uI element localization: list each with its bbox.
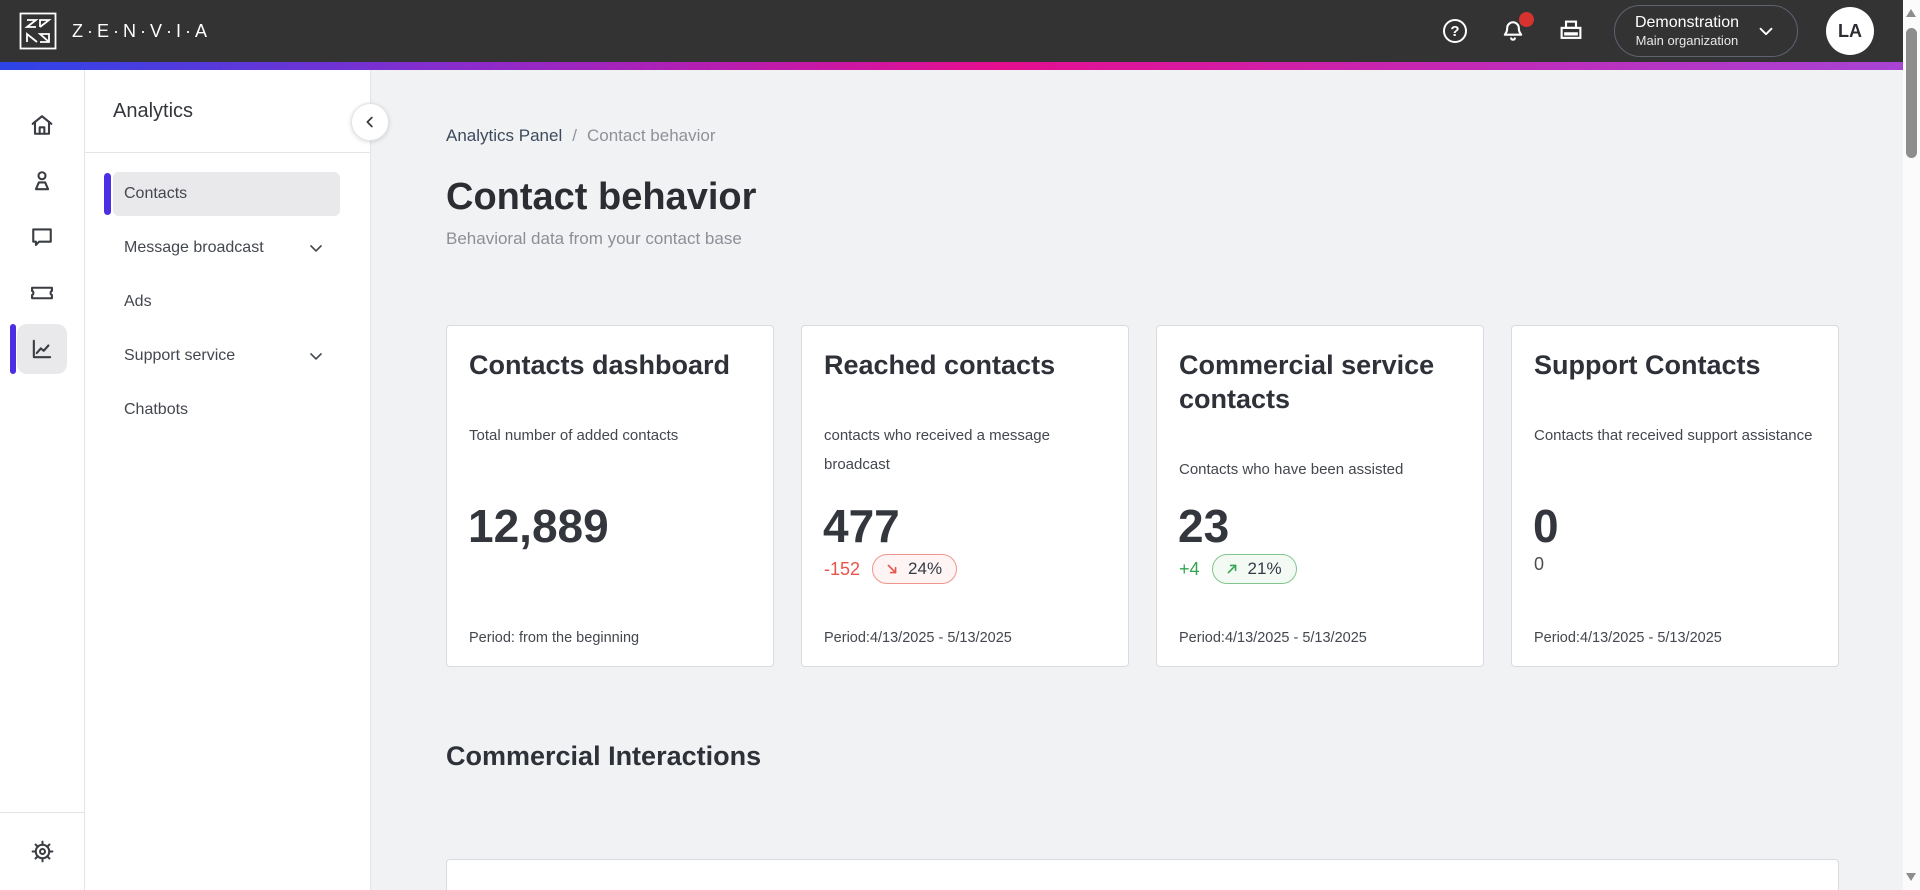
sidebar-item-label: Support service xyxy=(124,347,236,364)
organization-sub: Main organization xyxy=(1635,33,1739,48)
card-period: Period:4/13/2025 - 5/13/2025 xyxy=(824,630,1012,646)
notification-badge-dot xyxy=(1518,12,1534,27)
rail-contacts-icon[interactable] xyxy=(0,156,85,206)
arrow-down-right-icon xyxy=(887,564,897,574)
analytics-sidebar: Analytics Contacts Message broadcast Ads xyxy=(85,70,389,890)
sidebar-nav: Contacts Message broadcast Ads Support s… xyxy=(85,153,370,432)
sidebar-title: Analytics xyxy=(113,99,194,122)
trend-badge-up: 21% xyxy=(1211,554,1297,584)
sidebar-item-support-service[interactable]: Support service xyxy=(113,334,340,378)
card-period: Period: from the beginning xyxy=(469,630,640,646)
rail-analytics-icon[interactable] xyxy=(0,324,85,374)
card-title: Contacts dashboard xyxy=(469,350,731,380)
delta-value: +4 xyxy=(1179,558,1200,579)
commercial-interactions-card xyxy=(446,859,1839,890)
icon-rail xyxy=(0,70,85,890)
chevron-down-icon xyxy=(310,353,322,360)
delta-value: -152 xyxy=(824,558,861,579)
card-description: Contacts that received support assistanc… xyxy=(1534,427,1813,444)
card-title: Reached contacts xyxy=(824,350,1056,380)
card-description: contacts who received a message broadcas… xyxy=(824,427,1050,473)
sidebar-collapse-button[interactable] xyxy=(351,103,389,141)
sidebar-item-label: Contacts xyxy=(124,185,188,202)
delta-value: 0 xyxy=(1534,554,1545,574)
card-value: 477 xyxy=(823,500,900,552)
brand-gradient-bar xyxy=(0,62,1920,70)
rail-settings-icon[interactable] xyxy=(0,812,85,890)
section-title-commercial-interactions: Commercial Interactions xyxy=(446,741,762,771)
scrollbar-thumb[interactable] xyxy=(1906,28,1917,158)
sidebar-item-label: Chatbots xyxy=(124,401,189,418)
badge-percent: 21% xyxy=(1247,559,1282,578)
sidebar-item-contacts[interactable]: Contacts xyxy=(104,172,340,216)
trend-badge-down: 24% xyxy=(872,554,958,584)
rail-ticket-icon[interactable] xyxy=(0,268,85,318)
help-icon[interactable]: ? xyxy=(1440,16,1470,46)
card-support-contacts: Support Contacts Contacts that received … xyxy=(1511,325,1839,667)
notifications-bell-icon[interactable] xyxy=(1498,12,1534,46)
card-commercial-service-contacts: Commercial service contacts Contacts who… xyxy=(1156,325,1484,667)
card-title: Commercial service contacts xyxy=(1179,350,1435,414)
rail-home-icon[interactable] xyxy=(0,100,85,150)
card-title: Support Contacts xyxy=(1534,350,1761,380)
card-description: Total number of added contacts xyxy=(469,427,679,444)
card-value: 12,889 xyxy=(468,500,609,552)
arrow-up-right-icon xyxy=(1227,564,1236,574)
top-header: Z·E·N·V·I·A ? xyxy=(0,0,1920,62)
organization-switcher[interactable]: Demonstration Main organization xyxy=(1613,5,1798,57)
breadcrumb: Analytics Panel / Contact behavior xyxy=(446,126,716,145)
sidebar-item-message-broadcast[interactable]: Message broadcast xyxy=(113,226,340,270)
scrollbar-up-arrow[interactable] xyxy=(1906,9,1916,17)
sidebar-item-ads[interactable]: Ads xyxy=(113,280,340,324)
breadcrumb-analytics-panel[interactable]: Analytics Panel xyxy=(446,126,563,145)
zenvia-logo-icon xyxy=(19,12,57,50)
main-content: Analytics Panel / Contact behavior Conta… xyxy=(371,70,1920,890)
card-value: 23 xyxy=(1178,500,1230,552)
chevron-down-icon xyxy=(1759,27,1773,36)
brand-name: Z·E·N·V·I·A xyxy=(72,20,211,41)
chevron-left-icon xyxy=(366,116,373,128)
organization-name: Demonstration xyxy=(1634,14,1739,31)
breadcrumb-current: Contact behavior xyxy=(586,126,716,145)
kpi-cards-row: Contacts dashboard Total number of added… xyxy=(446,325,1920,667)
badge-percent: 24% xyxy=(908,559,943,578)
chevron-down-icon xyxy=(310,245,322,252)
page-subtitle: Behavioral data from your contact base xyxy=(446,229,742,248)
zenvia-logo: Z·E·N·V·I·A xyxy=(18,11,211,51)
header-actions: ? Demonstration Main organiza xyxy=(1440,5,1874,57)
scrollbar-down-arrow[interactable] xyxy=(1906,873,1916,881)
page-scrollbar[interactable] xyxy=(1903,0,1920,890)
user-avatar[interactable]: LA xyxy=(1826,7,1874,55)
card-description: Contacts who have been assisted xyxy=(1179,461,1404,478)
sidebar-item-chatbots[interactable]: Chatbots xyxy=(113,388,340,432)
rail-chat-icon[interactable] xyxy=(0,212,85,262)
card-value: 0 xyxy=(1533,500,1559,552)
page-title: Contact behavior xyxy=(446,176,757,218)
card-reached-contacts: Reached contacts contacts who received a… xyxy=(801,325,1129,667)
card-period: Period:4/13/2025 - 5/13/2025 xyxy=(1534,630,1722,646)
card-period: Period:4/13/2025 - 5/13/2025 xyxy=(1179,630,1367,646)
sidebar-item-label: Message broadcast xyxy=(124,239,264,256)
sidebar-item-label: Ads xyxy=(124,293,152,310)
printer-icon[interactable] xyxy=(1556,16,1586,46)
card-contacts-dashboard: Contacts dashboard Total number of added… xyxy=(446,325,774,667)
